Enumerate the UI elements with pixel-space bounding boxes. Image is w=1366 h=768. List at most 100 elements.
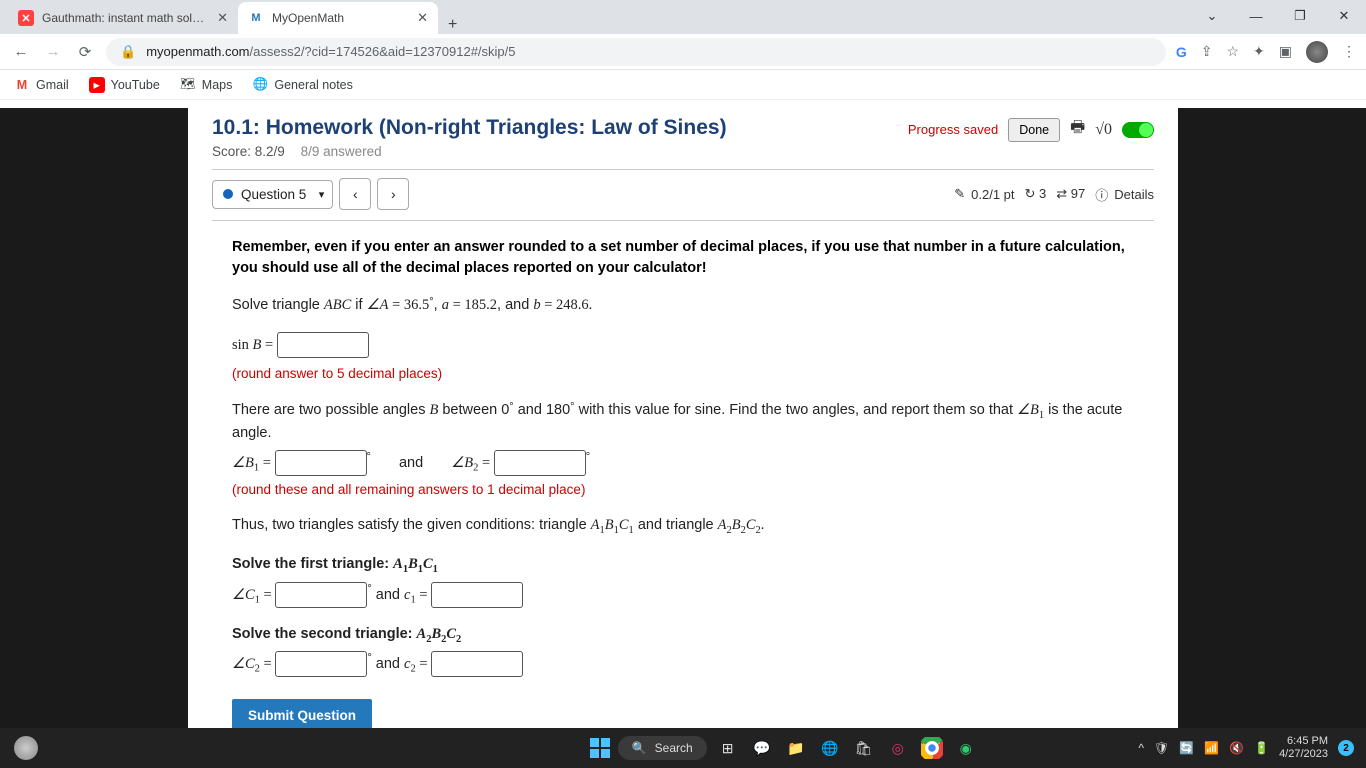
assignment-header: 10.1: Homework (Non-right Triangles: Law…	[212, 116, 1154, 159]
maximize-button[interactable]: ❐	[1286, 8, 1314, 24]
print-icon[interactable]: 🖶	[1070, 116, 1085, 143]
star-icon[interactable]: ☆	[1226, 43, 1239, 60]
windows-taskbar: 🔍Search ⊞ 💬 📁 🌐 🛍 ◎ ◉ ^ 🛡 🔄 📶 🔇 🔋 6:45 P…	[0, 728, 1366, 768]
mathquill-icon: √0	[1095, 121, 1112, 139]
two-angles-text: There are two possible angles B between …	[232, 400, 1134, 444]
assignment-title: 10.1: Homework (Non-right Triangles: Law…	[212, 116, 727, 140]
sidec2-input[interactable]	[431, 651, 523, 677]
store-icon[interactable]: 🛍	[851, 735, 877, 761]
url-host: myopenmath.com	[146, 44, 249, 59]
back-button[interactable]: ←	[10, 43, 32, 60]
first-triangle: Solve the first triangle: A1B1C1	[232, 554, 1134, 577]
answered-text: 8/9 answered	[301, 144, 382, 159]
browser-tabs: ✕ Gauthmath: instant math solver | ✕ M M…	[0, 0, 1366, 34]
close-icon[interactable]: ✕	[417, 10, 428, 26]
reload-button[interactable]: ⟳	[74, 43, 96, 61]
taskbar-search[interactable]: 🔍Search	[618, 736, 707, 760]
notification-badge[interactable]: 2	[1338, 740, 1354, 756]
b1-input[interactable]	[275, 450, 367, 476]
done-button[interactable]: Done	[1008, 118, 1060, 142]
page-content: 10.1: Homework (Non-right Triangles: Law…	[188, 108, 1178, 728]
sinb-input[interactable]	[277, 332, 369, 358]
question-body: Remember, even if you enter an answer ro…	[212, 237, 1154, 728]
question-bar: Question 5 ‹ › ✎ 0.2/1 pt ↻ 3 ⇄ 97 ⓘ Det…	[212, 178, 1154, 210]
prev-question-button[interactable]: ‹	[339, 178, 371, 210]
bookmark-gmail[interactable]: MGmail	[14, 77, 69, 93]
tray-sync-icon[interactable]: 🔄	[1179, 741, 1194, 755]
extensions-icon[interactable]: ✦	[1253, 43, 1265, 60]
retries-label: ↻ 3	[1025, 186, 1047, 202]
address-bar-row: ← → ⟳ 🔒 myopenmath.com/assess2/?cid=1745…	[0, 34, 1366, 70]
tray-wifi-icon[interactable]: 📶	[1204, 741, 1219, 755]
sidepanel-icon[interactable]: ▣	[1279, 43, 1292, 60]
bookmark-notes[interactable]: 🌐General notes	[252, 77, 353, 93]
sinb-row: sin B =	[232, 332, 1134, 358]
bookmark-youtube[interactable]: ▸YouTube	[89, 77, 160, 93]
url-input[interactable]: 🔒 myopenmath.com/assess2/?cid=174526&aid…	[106, 38, 1166, 66]
next-question-button[interactable]: ›	[377, 178, 409, 210]
score-text: Score: 8.2/9	[212, 144, 285, 159]
tray-security-icon[interactable]: 🛡	[1154, 741, 1169, 755]
chat-icon[interactable]: 💬	[749, 735, 775, 761]
question-selector[interactable]: Question 5	[212, 180, 333, 209]
new-tab-button[interactable]: +	[438, 16, 467, 34]
sidec1-input[interactable]	[431, 582, 523, 608]
favicon-mom: M	[248, 10, 264, 26]
tray-battery-icon[interactable]: 🔋	[1254, 741, 1269, 755]
round5-note: (round answer to 5 decimal places)	[232, 364, 1134, 384]
progress-saved-label: Progress saved	[908, 122, 998, 137]
regen-label: ⇄ 97	[1056, 186, 1085, 202]
reminder-text: Remember, even if you enter an answer ro…	[232, 237, 1134, 279]
tab-myopenmath[interactable]: M MyOpenMath ✕	[238, 2, 438, 34]
status-dot-icon	[223, 189, 233, 199]
anglec2-input[interactable]	[275, 651, 367, 677]
forward-button[interactable]: →	[42, 43, 64, 60]
anglec1-input[interactable]	[275, 582, 367, 608]
b1b2-row: ∠B1 = ° and ∠B2 = °	[232, 450, 1134, 476]
share-icon[interactable]: ⇪	[1201, 43, 1213, 60]
info-icon[interactable]: ⓘ	[1095, 185, 1108, 204]
lock-icon: 🔒	[120, 44, 136, 60]
solve-line: Solve triangle ABC if ∠A = 36.5°, a = 18…	[232, 295, 1134, 316]
url-path: /assess2/?cid=174526&aid=12370912#/skip/…	[250, 44, 516, 59]
window-controls: ⌄ — ❐ ✕	[1198, 8, 1358, 24]
app-icon[interactable]: ◉	[953, 735, 979, 761]
search-icon: 🔍	[632, 741, 647, 755]
favicon-gauthmath: ✕	[18, 10, 34, 26]
c2-row: ∠C2 = ° and c2 =	[232, 651, 1134, 677]
instagram-icon[interactable]: ◎	[885, 735, 911, 761]
c1-row: ∠C1 = ° and c1 =	[232, 582, 1134, 608]
b2-input[interactable]	[494, 450, 586, 476]
google-icon[interactable]: G	[1176, 44, 1187, 60]
bookmarks-bar: MGmail ▸YouTube 🗺Maps 🌐General notes	[0, 70, 1366, 100]
chrome-icon[interactable]	[919, 735, 945, 761]
submit-question-button[interactable]: Submit Question	[232, 699, 372, 728]
start-button[interactable]	[590, 738, 610, 758]
edge-icon[interactable]: 🌐	[817, 735, 843, 761]
tray-chevron-icon[interactable]: ^	[1138, 741, 1144, 755]
minimize-button[interactable]: —	[1242, 9, 1270, 24]
details-link[interactable]: Details	[1114, 187, 1154, 202]
explorer-icon[interactable]: 📁	[783, 735, 809, 761]
tab-title: Gauthmath: instant math solver |	[42, 11, 209, 25]
points-label: 0.2/1 pt	[971, 187, 1014, 202]
edit-icon: ✎	[954, 186, 965, 202]
page-viewport: 10.1: Homework (Non-right Triangles: Law…	[0, 108, 1366, 728]
tab-gauthmath[interactable]: ✕ Gauthmath: instant math solver | ✕	[8, 2, 238, 34]
round1-note: (round these and all remaining answers t…	[232, 480, 1134, 500]
taskview-icon[interactable]: ⊞	[715, 735, 741, 761]
chevron-down-icon[interactable]: ⌄	[1198, 8, 1226, 24]
thus-line: Thus, two triangles satisfy the given co…	[232, 515, 1134, 538]
weather-widget[interactable]	[14, 736, 38, 760]
close-window-button[interactable]: ✕	[1330, 8, 1358, 24]
bookmark-maps[interactable]: 🗺Maps	[180, 77, 233, 93]
extension-icons: G ⇪ ☆ ✦ ▣ ⋮	[1176, 41, 1356, 63]
menu-dots-icon[interactable]: ⋮	[1342, 43, 1356, 60]
mathquill-toggle[interactable]	[1122, 122, 1154, 138]
taskbar-clock[interactable]: 6:45 PM 4/27/2023	[1279, 735, 1328, 760]
tab-title: MyOpenMath	[272, 11, 409, 25]
close-icon[interactable]: ✕	[217, 10, 228, 26]
tray-volume-icon[interactable]: 🔇	[1229, 741, 1244, 755]
second-triangle: Solve the second triangle: A2B2C2	[232, 624, 1134, 647]
profile-avatar[interactable]	[1306, 41, 1328, 63]
